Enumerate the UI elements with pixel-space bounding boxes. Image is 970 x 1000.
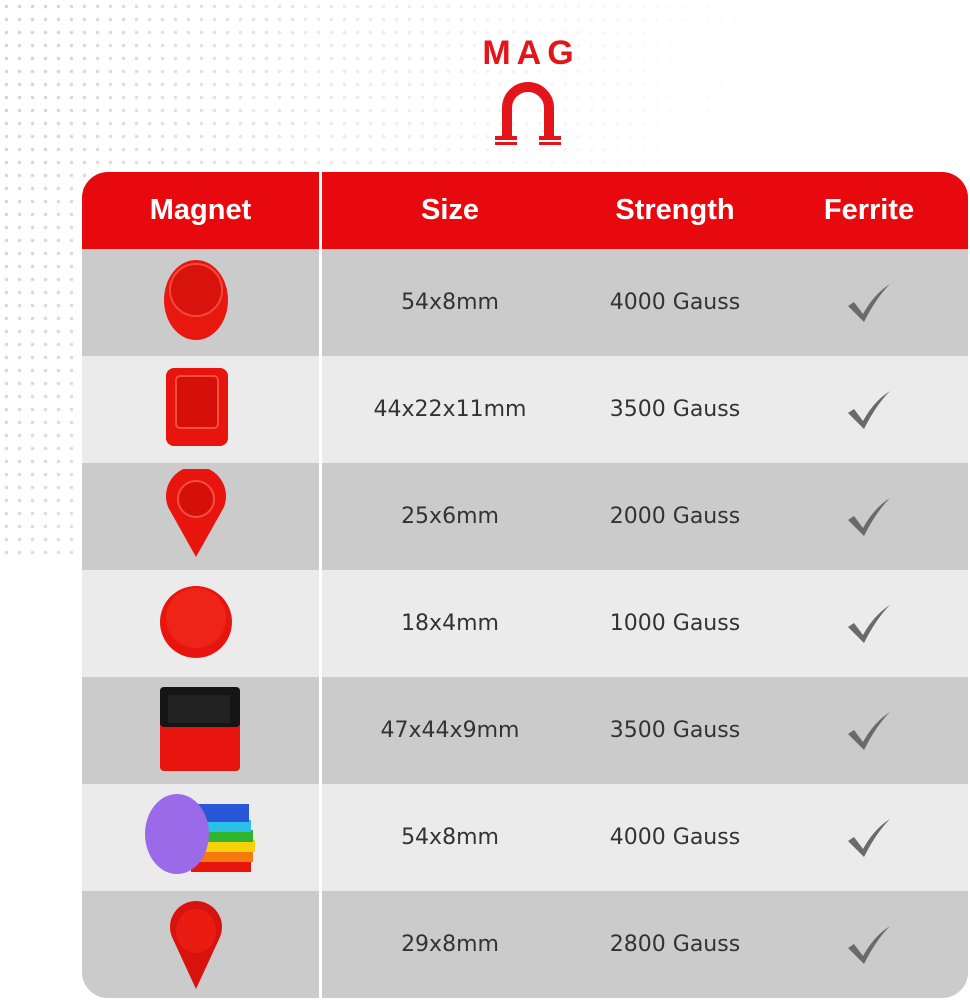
- table-row: 44x22x11mm 3500 Gauss: [82, 356, 968, 463]
- magnet-image: [82, 356, 322, 463]
- size-cell: 29x8mm: [401, 932, 499, 957]
- round-red-magnet-image: [159, 585, 232, 658]
- size-cell: 54x8mm: [401, 825, 499, 850]
- table-row: 54x8mm 4000 Gauss: [82, 784, 968, 891]
- checkmark-icon: [848, 711, 890, 750]
- table-row: 25x6mm 2000 Gauss: [82, 463, 968, 570]
- magnet-image: [82, 784, 322, 891]
- table-row: 29x8mm 2800 Gauss: [82, 891, 968, 998]
- horseshoe-magnet-omega-icon: [495, 82, 561, 145]
- strength-cell: 2800 Gauss: [609, 932, 741, 957]
- oval-red-magnet-image: [163, 259, 228, 340]
- ferrite-cell: [772, 389, 966, 431]
- header-ferrite: Ferrite: [823, 194, 915, 226]
- size-cell: 44x22x11mm: [373, 397, 527, 422]
- teardrop-red-magnet-image: [165, 468, 226, 557]
- ferrite-cell: [772, 282, 966, 324]
- ferrite-cell: [772, 710, 966, 752]
- size-cell: 18x4mm: [401, 611, 499, 636]
- table-row: 54x8mm 4000 Gauss: [82, 249, 968, 356]
- ferrite-cell: [772, 924, 966, 966]
- magnet-image: [82, 570, 322, 677]
- checkmark-icon: [848, 497, 890, 536]
- table-row: 47x44x9mm 3500 Gauss: [82, 677, 968, 784]
- strength-cell: 3500 Gauss: [609, 718, 741, 743]
- brand-logo: MAG: [470, 36, 586, 150]
- size-cell: 47x44x9mm: [380, 718, 520, 743]
- black-red-square-magnet-image: [159, 686, 240, 771]
- header-size: Size: [420, 194, 480, 226]
- header-strength: Strength: [615, 194, 735, 226]
- strength-cell: 2000 Gauss: [609, 504, 741, 529]
- ferrite-cell: [772, 496, 966, 538]
- ferrite-cell: [772, 603, 966, 645]
- checkmark-icon: [848, 390, 890, 429]
- multicolor-oval-magnets-image: [144, 793, 255, 874]
- pin-red-magnet-image: [169, 900, 222, 989]
- checkmark-icon: [848, 925, 890, 964]
- logo-text: MAG: [482, 34, 580, 72]
- strength-cell: 1000 Gauss: [609, 611, 741, 636]
- checkmark-icon: [848, 283, 890, 322]
- strength-cell: 4000 Gauss: [609, 290, 741, 315]
- size-cell: 54x8mm: [401, 290, 499, 315]
- table-row: 18x4mm 1000 Gauss: [82, 570, 968, 677]
- header-magnet: Magnet: [82, 172, 322, 249]
- magnet-image: [82, 891, 322, 998]
- size-cell: 25x6mm: [401, 504, 499, 529]
- strength-cell: 3500 Gauss: [609, 397, 741, 422]
- magnet-image: [82, 463, 322, 570]
- comparison-table: Magnet Size Strength Ferrite 54x8mm 4000 …: [82, 172, 968, 998]
- checkmark-icon: [848, 818, 890, 857]
- strength-cell: 4000 Gauss: [609, 825, 741, 850]
- table-header: Magnet Size Strength Ferrite: [82, 172, 968, 249]
- magnet-image: [82, 677, 322, 784]
- ferrite-cell: [772, 817, 966, 859]
- magnet-image: [82, 249, 322, 356]
- rectangular-red-magnet-image: [165, 367, 228, 446]
- checkmark-icon: [848, 604, 890, 643]
